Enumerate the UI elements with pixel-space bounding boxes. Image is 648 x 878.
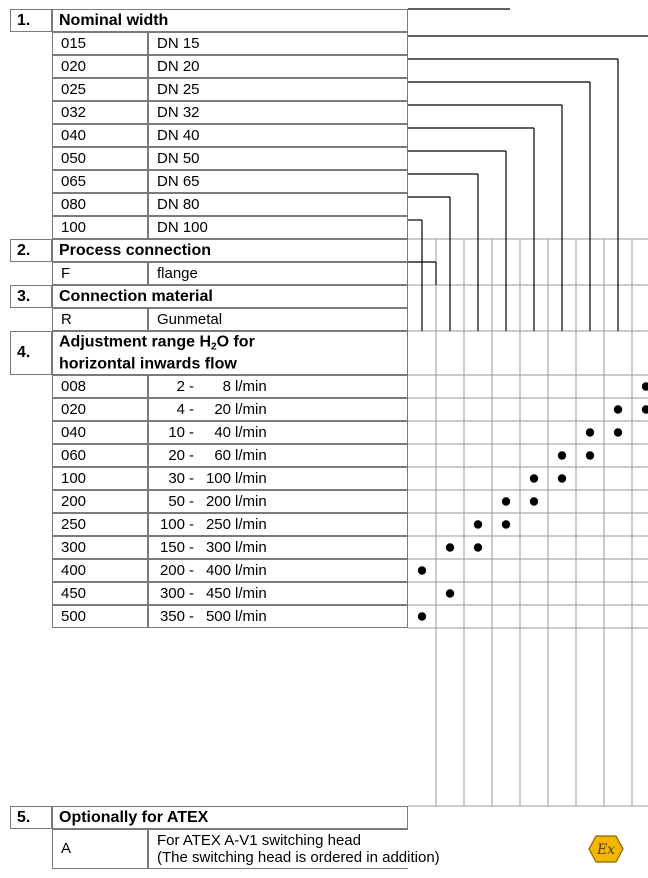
- option-code: 040: [52, 124, 148, 147]
- option-range: 150-300 l/min: [148, 536, 408, 559]
- option-code: 060: [52, 444, 148, 467]
- section-title: Optionally for ATEX: [52, 806, 408, 829]
- option-code: 050: [52, 147, 148, 170]
- option-label: For ATEX A-V1 switching head (The switchi…: [148, 829, 440, 869]
- option-label: DN 65: [148, 170, 408, 193]
- section-title: Connection material: [52, 285, 408, 308]
- option-code: A: [52, 829, 148, 869]
- option-code: 250: [52, 513, 148, 536]
- section-number: 3.: [10, 285, 52, 308]
- compatibility-dot: [529, 497, 539, 506]
- compatibility-dot: [585, 428, 595, 437]
- section-number: 5.: [10, 806, 52, 829]
- option-range: 200-400 l/min: [148, 559, 408, 582]
- option-label: flange: [148, 262, 408, 285]
- svg-text:Ex: Ex: [596, 842, 615, 858]
- option-code: 065: [52, 170, 148, 193]
- option-code: 200: [52, 490, 148, 513]
- compatibility-dot: [557, 474, 567, 483]
- option-label: DN 15: [148, 32, 408, 55]
- section-title: Nominal width: [52, 9, 408, 32]
- option-label: DN 80: [148, 193, 408, 216]
- option-code: 020: [52, 398, 148, 421]
- section-title: Process connection: [52, 239, 408, 262]
- compatibility-dot: [417, 612, 427, 621]
- option-code: 300: [52, 536, 148, 559]
- option-range: 10-40 l/min: [148, 421, 408, 444]
- option-range: 100-250 l/min: [148, 513, 408, 536]
- compatibility-dot: [557, 451, 567, 460]
- option-code: 008: [52, 375, 148, 398]
- compatibility-dot: [445, 543, 455, 552]
- option-code: 032: [52, 101, 148, 124]
- option-code: 100: [52, 216, 148, 239]
- compatibility-dot: [641, 382, 648, 391]
- option-label: DN 32: [148, 101, 408, 124]
- compatibility-dot: [613, 428, 623, 437]
- option-label: DN 100: [148, 216, 408, 239]
- compatibility-dot: [445, 589, 455, 598]
- option-code: 500: [52, 605, 148, 628]
- option-code: 400: [52, 559, 148, 582]
- option-range: 50-200 l/min: [148, 490, 408, 513]
- compatibility-dot: [417, 566, 427, 575]
- option-code: 025: [52, 78, 148, 101]
- compatibility-dot: [501, 497, 511, 506]
- option-range: 20-60 l/min: [148, 444, 408, 467]
- option-code: 080: [52, 193, 148, 216]
- option-label: DN 20: [148, 55, 408, 78]
- option-code: 100: [52, 467, 148, 490]
- option-code: 020: [52, 55, 148, 78]
- option-range: 4-20 l/min: [148, 398, 408, 421]
- compatibility-dot: [613, 405, 623, 414]
- section-title: Adjustment range H2O for horizontal inwar…: [52, 331, 408, 375]
- option-range: 350-500 l/min: [148, 605, 408, 628]
- option-range: 300-450 l/min: [148, 582, 408, 605]
- option-label: DN 50: [148, 147, 408, 170]
- compatibility-dot: [641, 405, 648, 414]
- option-label: DN 40: [148, 124, 408, 147]
- option-code: R: [52, 308, 148, 331]
- option-label: Gunmetal: [148, 308, 408, 331]
- option-code: 015: [52, 32, 148, 55]
- compatibility-dot: [473, 520, 483, 529]
- option-range: 2-8 l/min: [148, 375, 408, 398]
- compatibility-dot: [585, 451, 595, 460]
- option-code: 040: [52, 421, 148, 444]
- option-range: 30-100 l/min: [148, 467, 408, 490]
- compatibility-dot: [473, 543, 483, 552]
- option-label: DN 25: [148, 78, 408, 101]
- section-number: 1.: [10, 9, 52, 32]
- section-number: 2.: [10, 239, 52, 262]
- compatibility-dot: [501, 520, 511, 529]
- compatibility-dot: [529, 474, 539, 483]
- section-number: 4.: [10, 331, 52, 375]
- ex-atex-icon: Ex: [588, 835, 624, 863]
- option-code: F: [52, 262, 148, 285]
- option-code: 450: [52, 582, 148, 605]
